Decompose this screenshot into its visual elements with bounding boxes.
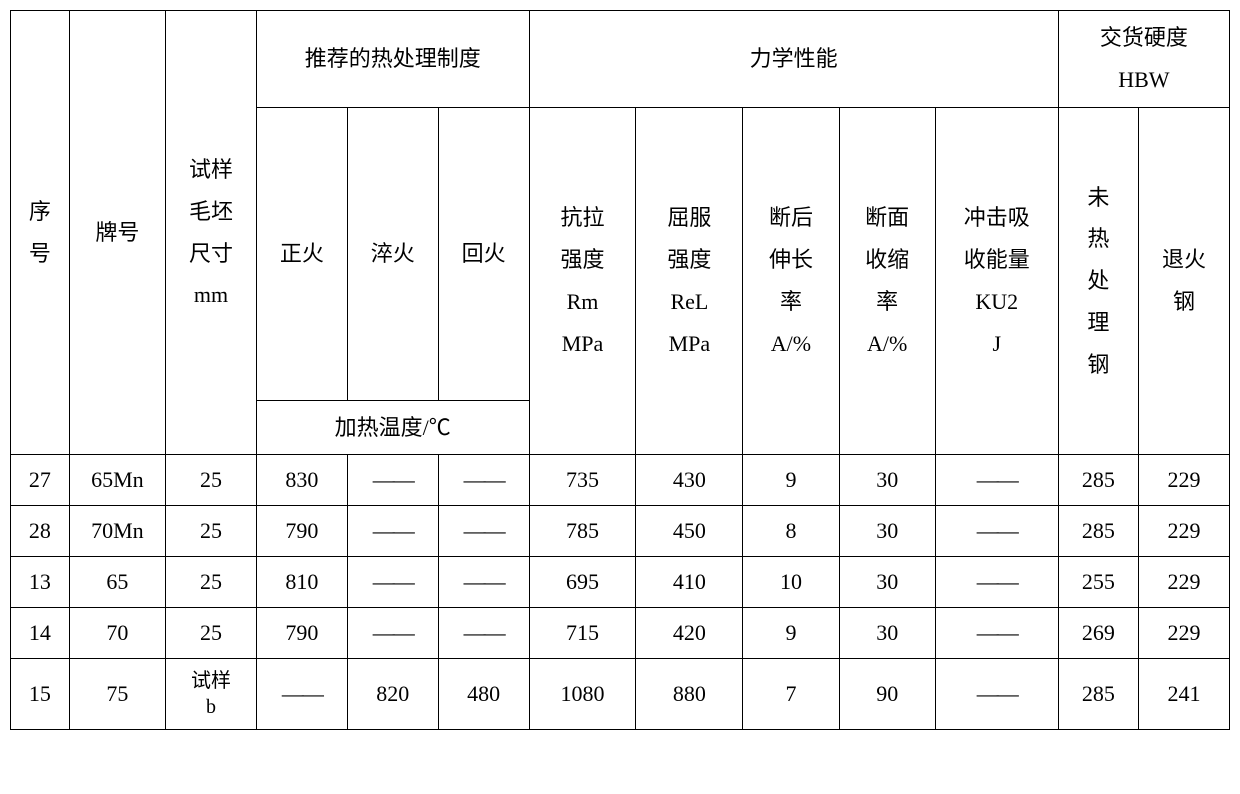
table-row: 27 65Mn 25 830 —— —— 735 430 9 30 —— 285… — [11, 455, 1230, 506]
col-untreated: 未 热 处 理 钢 — [1058, 107, 1138, 455]
col-heat-treatment-group: 推荐的热处理制度 — [256, 11, 529, 108]
cell-elong: 10 — [743, 556, 839, 607]
cell-seq: 15 — [11, 658, 70, 729]
cell-impact: —— — [935, 556, 1058, 607]
steel-properties-table: 序 号 牌号 试样 毛坯 尺寸 mm 推荐的热处理制度 力学性能 交货硬度 HB… — [10, 10, 1230, 730]
cell-quench: —— — [347, 506, 438, 557]
cell-untreated: 285 — [1058, 455, 1138, 506]
cell-norm: 830 — [256, 455, 347, 506]
cell-red: 30 — [839, 506, 935, 557]
table-row: 15 75 试样 b —— 820 480 1080 880 7 90 —— 2… — [11, 658, 1230, 729]
cell-red: 30 — [839, 455, 935, 506]
col-tempering: 回火 — [438, 107, 529, 400]
cell-impact: —— — [935, 607, 1058, 658]
table-row: 28 70Mn 25 790 —— —— 785 450 8 30 —— 285… — [11, 506, 1230, 557]
cell-annealed: 229 — [1138, 556, 1229, 607]
cell-grade: 70 — [69, 607, 165, 658]
col-heating-temp: 加热温度/℃ — [256, 400, 529, 455]
cell-elong: 9 — [743, 607, 839, 658]
col-normalizing: 正火 — [256, 107, 347, 400]
cell-size: 试样 b — [166, 658, 257, 729]
cell-norm: 790 — [256, 607, 347, 658]
cell-rel: 410 — [636, 556, 743, 607]
col-grade: 牌号 — [69, 11, 165, 455]
cell-grade: 70Mn — [69, 506, 165, 557]
table-row: 13 65 25 810 —— —— 695 410 10 30 —— 255 … — [11, 556, 1230, 607]
header-row-1: 序 号 牌号 试样 毛坯 尺寸 mm 推荐的热处理制度 力学性能 交货硬度 HB… — [11, 11, 1230, 108]
cell-red: 30 — [839, 556, 935, 607]
col-quenching: 淬火 — [347, 107, 438, 400]
cell-norm: —— — [256, 658, 347, 729]
cell-rm: 715 — [529, 607, 636, 658]
cell-red: 90 — [839, 658, 935, 729]
col-blank-size: 试样 毛坯 尺寸 mm — [166, 11, 257, 455]
cell-rm: 1080 — [529, 658, 636, 729]
cell-elong: 7 — [743, 658, 839, 729]
col-yield: 屈服 强度 ReL MPa — [636, 107, 743, 455]
cell-impact: —— — [935, 658, 1058, 729]
cell-impact: —— — [935, 506, 1058, 557]
cell-rel: 430 — [636, 455, 743, 506]
col-reduction: 断面 收缩 率 A/% — [839, 107, 935, 455]
col-hardness-group: 交货硬度 HBW — [1058, 11, 1229, 108]
table-row: 14 70 25 790 —— —— 715 420 9 30 —— 269 2… — [11, 607, 1230, 658]
cell-rm: 735 — [529, 455, 636, 506]
cell-temper: 480 — [438, 658, 529, 729]
col-mech-props-group: 力学性能 — [529, 11, 1058, 108]
cell-size: 25 — [166, 506, 257, 557]
col-elongation: 断后 伸长 率 A/% — [743, 107, 839, 455]
cell-grade: 75 — [69, 658, 165, 729]
cell-rel: 450 — [636, 506, 743, 557]
cell-norm: 790 — [256, 506, 347, 557]
cell-temper: —— — [438, 455, 529, 506]
cell-untreated: 285 — [1058, 506, 1138, 557]
cell-annealed: 229 — [1138, 506, 1229, 557]
cell-rel: 420 — [636, 607, 743, 658]
cell-annealed: 241 — [1138, 658, 1229, 729]
col-impact: 冲击吸 收能量 KU2 J — [935, 107, 1058, 455]
cell-seq: 28 — [11, 506, 70, 557]
cell-temper: —— — [438, 506, 529, 557]
cell-temper: —— — [438, 556, 529, 607]
cell-size: 25 — [166, 455, 257, 506]
cell-rm: 785 — [529, 506, 636, 557]
cell-seq: 13 — [11, 556, 70, 607]
col-tensile: 抗拉 强度 Rm MPa — [529, 107, 636, 455]
cell-temper: —— — [438, 607, 529, 658]
cell-elong: 8 — [743, 506, 839, 557]
cell-elong: 9 — [743, 455, 839, 506]
cell-grade: 65Mn — [69, 455, 165, 506]
cell-untreated: 285 — [1058, 658, 1138, 729]
cell-rel: 880 — [636, 658, 743, 729]
col-seq: 序 号 — [11, 11, 70, 455]
col-annealed: 退火 钢 — [1138, 107, 1229, 455]
cell-quench: —— — [347, 607, 438, 658]
cell-seq: 14 — [11, 607, 70, 658]
cell-size: 25 — [166, 607, 257, 658]
cell-red: 30 — [839, 607, 935, 658]
cell-untreated: 255 — [1058, 556, 1138, 607]
cell-untreated: 269 — [1058, 607, 1138, 658]
cell-rm: 695 — [529, 556, 636, 607]
cell-quench: —— — [347, 556, 438, 607]
cell-size: 25 — [166, 556, 257, 607]
cell-annealed: 229 — [1138, 455, 1229, 506]
cell-annealed: 229 — [1138, 607, 1229, 658]
cell-norm: 810 — [256, 556, 347, 607]
cell-grade: 65 — [69, 556, 165, 607]
cell-impact: —— — [935, 455, 1058, 506]
cell-quench: —— — [347, 455, 438, 506]
cell-quench: 820 — [347, 658, 438, 729]
cell-seq: 27 — [11, 455, 70, 506]
